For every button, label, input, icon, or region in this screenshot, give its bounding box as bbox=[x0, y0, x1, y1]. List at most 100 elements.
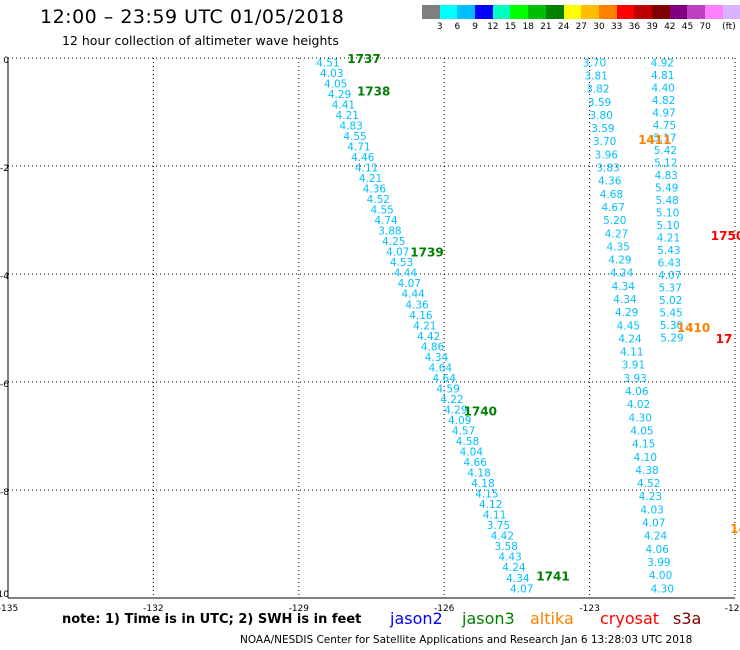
wave-height-value: 4.21 bbox=[336, 110, 359, 122]
legend-swatch bbox=[439, 5, 458, 19]
wave-height-value: 4.07 bbox=[510, 583, 533, 595]
wave-height-value: 5.30 bbox=[660, 320, 683, 332]
wave-height-value: 3.99 bbox=[647, 557, 670, 569]
legend-label: 9 bbox=[472, 22, 478, 32]
legend-swatch bbox=[669, 5, 688, 19]
time-label: 1411 bbox=[638, 133, 671, 147]
wave-height-value: 4.04 bbox=[460, 447, 484, 459]
wave-height-value: 4.52 bbox=[367, 194, 390, 206]
legend-swatch bbox=[705, 5, 723, 19]
legend-label: (ft) bbox=[722, 22, 736, 32]
wave-height-value: 4.44 bbox=[401, 289, 425, 301]
legend-swatch bbox=[475, 5, 493, 19]
wave-height-value: 4.34 bbox=[425, 352, 449, 364]
wave-height-value: 4.21 bbox=[413, 320, 436, 332]
legend-swatch bbox=[545, 5, 564, 19]
wave-height-value: 4.29 bbox=[615, 307, 638, 319]
legend-label: 36 bbox=[628, 22, 641, 32]
legend-swatch bbox=[651, 5, 670, 19]
legend-label: 42 bbox=[664, 22, 676, 32]
x-tick-label: -135 bbox=[0, 604, 18, 614]
x-tick-label: -120 bbox=[725, 604, 740, 614]
wave-height-value: 4.44 bbox=[394, 268, 418, 280]
time-label: 1410 bbox=[677, 321, 710, 335]
legend-swatch bbox=[492, 5, 511, 19]
legend-swatch bbox=[598, 5, 617, 19]
wave-height-value: 4.64 bbox=[433, 373, 457, 385]
wave-height-value: 3.81 bbox=[584, 70, 607, 82]
wave-height-value: 4.30 bbox=[651, 583, 674, 595]
wave-height-value: 4.23 bbox=[639, 491, 662, 503]
wave-height-value: 3.70 bbox=[593, 136, 616, 148]
wave-height-value: 4.24 bbox=[502, 562, 526, 574]
wave-height-value: 4.35 bbox=[607, 241, 630, 253]
wave-height-value: 3.59 bbox=[591, 123, 614, 135]
wave-height-value: 3.93 bbox=[623, 373, 646, 385]
wave-height-value: 5.29 bbox=[660, 333, 683, 345]
wave-height-value: 4.81 bbox=[651, 70, 674, 82]
legend-label: 45 bbox=[681, 22, 694, 32]
wave-height-value: 3.82 bbox=[586, 84, 609, 96]
wave-height-value: 4.07 bbox=[658, 270, 681, 282]
wave-height-value: 4.06 bbox=[625, 386, 649, 398]
legend-label: 6 bbox=[454, 22, 461, 32]
wave-height-value: 5.10 bbox=[656, 220, 679, 232]
legend-swatch bbox=[422, 5, 440, 19]
color-legend bbox=[422, 5, 740, 19]
legend-label: 39 bbox=[646, 22, 658, 32]
wave-height-value: 4.34 bbox=[613, 294, 637, 306]
wave-height-value: 5.37 bbox=[659, 283, 682, 295]
wave-height-value: 4.40 bbox=[651, 82, 674, 94]
page-subtitle: 12 hour collection of altimeter wave hei… bbox=[62, 33, 339, 48]
wave-height-value: 4.11 bbox=[355, 163, 378, 175]
wave-height-value: 4.67 bbox=[601, 202, 624, 214]
wave-height-value: 3.80 bbox=[590, 110, 613, 122]
wave-height-value: 4.03 bbox=[640, 504, 663, 516]
time-label: 1741 bbox=[536, 569, 569, 583]
satellite-altika: altika bbox=[530, 609, 574, 628]
wave-height-value: 4.07 bbox=[386, 247, 409, 259]
wave-height-value: 4.57 bbox=[452, 425, 475, 437]
y-tick-label: -4 bbox=[0, 272, 9, 282]
y-tick-label: 0 bbox=[3, 56, 9, 66]
y-tick-label: -10 bbox=[0, 590, 9, 600]
wave-height-value: 3.88 bbox=[378, 226, 401, 238]
x-tick-label: -129 bbox=[289, 604, 310, 614]
wave-height-value: 4.59 bbox=[436, 383, 459, 395]
wave-height-value: 4.55 bbox=[343, 131, 366, 143]
wave-height-value: 4.15 bbox=[475, 489, 498, 501]
footer-note: note: 1) Time is in UTC; 2) SWH is in fe… bbox=[62, 612, 362, 627]
wave-height-value: 4.21 bbox=[359, 173, 382, 185]
wave-height-value: 4.29 bbox=[444, 404, 467, 416]
wave-height-value: 3.58 bbox=[495, 541, 518, 553]
wave-height-value: 3.83 bbox=[596, 163, 619, 175]
wave-height-value: 5.43 bbox=[657, 245, 680, 257]
wave-height-value: 6.43 bbox=[658, 258, 681, 270]
wave-height-value: 4.64 bbox=[429, 362, 453, 374]
wave-height-value: 4.68 bbox=[600, 189, 623, 201]
wave-height-value: 4.25 bbox=[382, 236, 405, 248]
wave-height-value: 4.34 bbox=[506, 573, 530, 585]
wave-height-value: 4.07 bbox=[642, 518, 665, 530]
wave-height-value: 5.17 bbox=[653, 132, 676, 144]
wave-height-value: 4.18 bbox=[467, 468, 490, 480]
wave-height-value: 3.91 bbox=[622, 360, 645, 372]
wave-height-value: 5.02 bbox=[659, 295, 682, 307]
wave-height-value: 4.42 bbox=[491, 531, 514, 543]
x-tick-label: -123 bbox=[579, 604, 599, 614]
wave-height-value: 4.16 bbox=[409, 310, 433, 322]
wave-height-value: 3.70 bbox=[583, 57, 606, 69]
wave-height-value: 3.75 bbox=[487, 520, 510, 532]
legend-label: 3 bbox=[436, 22, 443, 32]
wave-height-value: 4.15 bbox=[632, 439, 655, 451]
wave-height-value: 4.05 bbox=[630, 425, 653, 437]
wave-height-value: 4.83 bbox=[339, 120, 362, 132]
wave-height-value: 5.20 bbox=[603, 215, 626, 227]
legend-label: 24 bbox=[557, 22, 570, 32]
legend-swatch bbox=[687, 5, 705, 19]
legend-label: 15 bbox=[504, 22, 517, 32]
satellite-jason2: jason2 bbox=[390, 609, 443, 628]
legend-swatch bbox=[528, 5, 546, 19]
wave-height-value: 4.51 bbox=[316, 57, 339, 69]
